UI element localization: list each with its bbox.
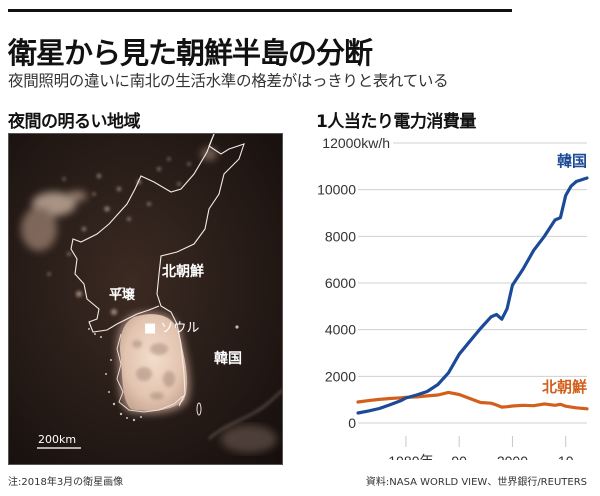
line-chart: 1980年 90 2000 10 0 2000 4000 6000 8000 10000 1200…: [317, 135, 589, 460]
y-tick-label: 6000: [325, 275, 356, 291]
south-korea-light-area: [117, 312, 190, 414]
chart-x-axis: 1980年 90 2000 10: [388, 436, 574, 460]
north-korea-line: [356, 390, 589, 411]
y-tick-label: 8000: [325, 228, 356, 244]
chart-source: 資料:NASA WORLD VIEW、世界銀行/REUTERS: [365, 477, 587, 488]
chart-gridlines: [358, 142, 587, 424]
night-satellite-map: 北朝鮮 平壌 ■ ソウル 韓国 200km: [8, 133, 283, 465]
y-tick-label: 4000: [325, 322, 356, 338]
series-label-south-korea: 韓国: [557, 152, 587, 170]
chart-section-title: 1人当たり電力消費量: [316, 112, 476, 132]
y-tick-label: 10000: [317, 182, 356, 198]
series-label-north-korea: 北朝鮮: [542, 378, 587, 396]
x-tick-label: 10: [558, 453, 574, 460]
y-tick-label: 2000: [325, 368, 356, 384]
top-rule: [8, 9, 512, 12]
scale-bar-label: 200km: [38, 433, 77, 446]
map-graphic: [21, 134, 282, 453]
y-tick-label: 12000kw/h: [322, 135, 390, 151]
map-note: 注:2018年3月の衛星画像: [8, 477, 124, 488]
y-tick-label: 0: [348, 415, 356, 431]
label-north-korea: 北朝鮮: [162, 264, 204, 280]
map-section-title: 夜間の明るい地域: [8, 112, 141, 132]
x-tick-label: 1980年: [388, 453, 433, 460]
chart-y-axis: 0 2000 4000 6000 8000 10000 12000kw/h: [317, 135, 390, 431]
label-seoul: ■ ソウル: [144, 321, 200, 336]
south-korea-line: [356, 176, 589, 415]
page-title: 衛星から見た朝鮮半島の分断: [8, 36, 373, 70]
border-lines: [156, 134, 245, 407]
x-tick-label: 2000: [497, 453, 528, 460]
label-pyongyang: 平壌: [109, 288, 136, 303]
label-south-korea: 韓国: [214, 351, 242, 367]
pyongyang-pointer: [118, 287, 125, 294]
china-light-glow: [21, 148, 217, 251]
page-subtitle: 夜間照明の違いに南北の生活水準の格差がはっきりと表れている: [8, 72, 449, 90]
x-tick-label: 90: [451, 453, 467, 460]
chart-series: [356, 176, 589, 415]
